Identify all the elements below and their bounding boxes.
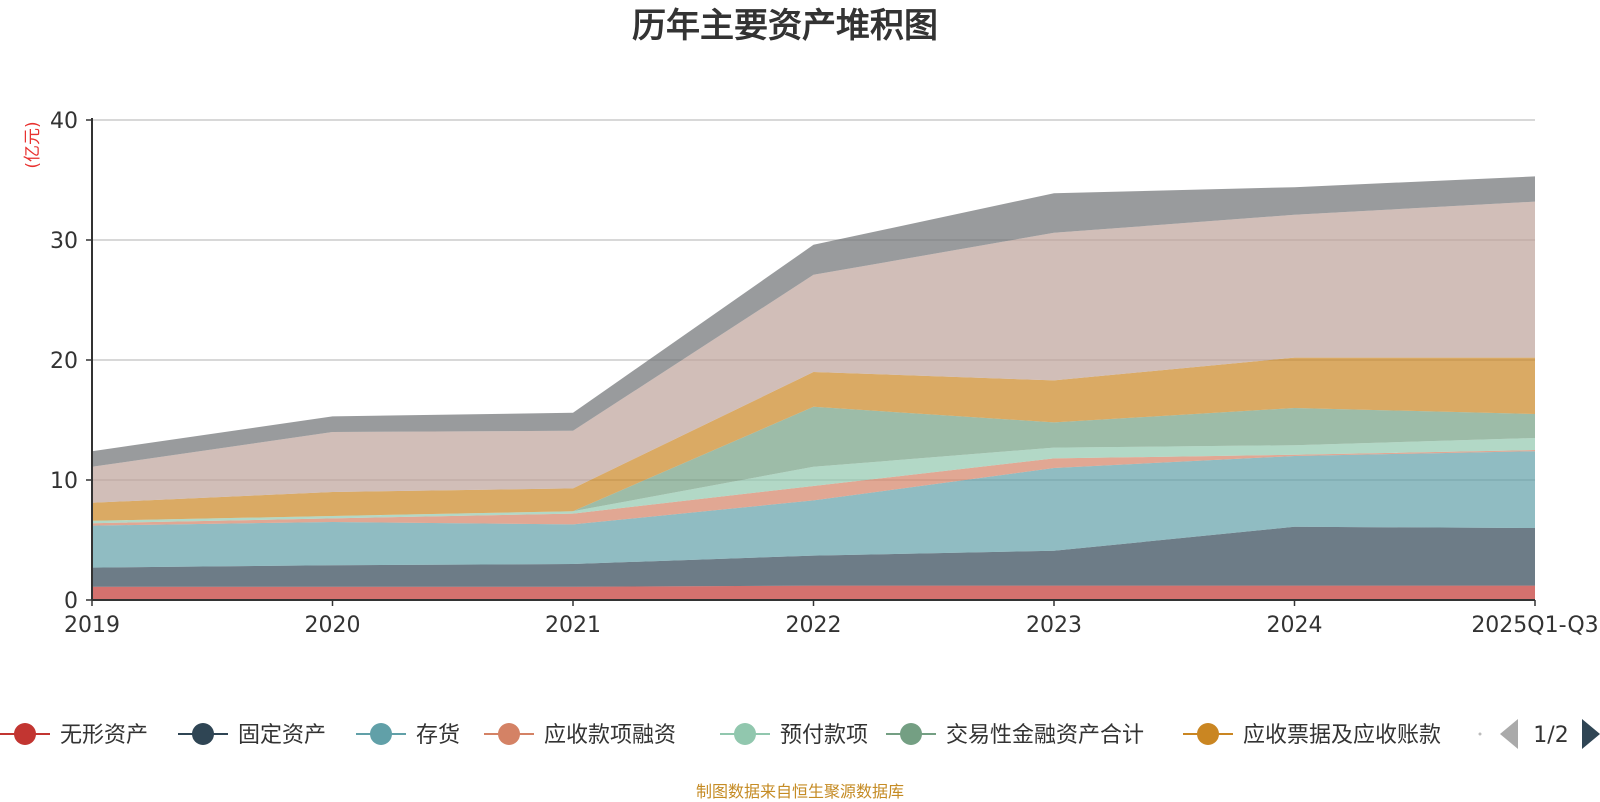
x-tick-label: 2019: [64, 613, 120, 638]
legend-overflow-dot: [1478, 732, 1482, 736]
area-series-8[interactable]: [92, 176, 1535, 467]
legend-item[interactable]: 应收款项融资: [484, 723, 676, 748]
y-tick-label: 0: [64, 589, 78, 614]
legend-item[interactable]: 应收票据及应收账款: [1183, 723, 1441, 748]
legend-label: 存货: [416, 723, 460, 748]
area-series-5[interactable]: [92, 406, 1535, 521]
legend-marker-icon: [14, 723, 36, 745]
legend-marker-icon: [192, 723, 214, 745]
legend-item[interactable]: 预付款项: [720, 723, 868, 748]
legend-item[interactable]: 存货: [356, 723, 460, 748]
x-tick-label: 2020: [305, 613, 361, 638]
x-tick-label: 2022: [786, 613, 842, 638]
legend-pager: 1/2: [1500, 719, 1600, 749]
area-series-6[interactable]: [92, 357, 1535, 521]
legend-next-arrow-icon[interactable]: [1582, 719, 1600, 749]
area-series: [92, 176, 1535, 600]
y-tick-label: 40: [50, 109, 78, 134]
legend-label: 固定资产: [238, 723, 326, 748]
legend-marker-icon: [734, 723, 756, 745]
legend-label: 交易性金融资产合计: [946, 723, 1144, 748]
legend-label: 无形资产: [60, 723, 148, 748]
legend-prev-arrow-icon[interactable]: [1500, 719, 1518, 749]
area-series-2[interactable]: [92, 451, 1535, 568]
legend-item[interactable]: 固定资产: [178, 723, 326, 748]
legend-label: 应收票据及应收账款: [1243, 723, 1441, 748]
legend-marker-icon: [370, 723, 392, 745]
legend-marker-icon: [900, 723, 922, 745]
x-tick-label: 2025Q1-Q3: [1471, 613, 1598, 638]
chart-title: 历年主要资产堆积图: [632, 6, 938, 46]
y-axis-label: (亿元): [23, 121, 43, 168]
y-tick-label: 20: [50, 349, 78, 374]
legend-item[interactable]: 无形资产: [0, 723, 148, 748]
area-series-3[interactable]: [92, 450, 1535, 526]
area-series-1[interactable]: [92, 526, 1535, 587]
axes: 0 10 20 30 40 2019 2020 2021 2022 2023 2024 2025Q1-…: [50, 109, 1599, 638]
legend-label: 应收款项融资: [544, 723, 676, 748]
x-tick-label: 2021: [545, 613, 601, 638]
y-tick-label: 10: [50, 469, 78, 494]
legend-label: 预付款项: [780, 723, 868, 748]
legend-page-indicator: 1/2: [1533, 723, 1568, 748]
area-series-4[interactable]: [92, 438, 1535, 524]
legend[interactable]: 无形资产 固定资产 存货 应收款项融资 预付款项 交易性金融资产合计 应收票据及应收账款: [0, 723, 1482, 748]
legend-item[interactable]: 交易性金融资产合计: [886, 723, 1144, 748]
area-series-0[interactable]: [92, 585, 1535, 600]
x-tick-label: 2024: [1267, 613, 1323, 638]
y-tick-label: 30: [50, 229, 78, 254]
data-source-note: 制图数据来自恒生聚源数据库: [695, 782, 904, 801]
area-series-7[interactable]: [92, 201, 1535, 503]
legend-marker-icon: [1197, 723, 1219, 745]
legend-marker-icon: [498, 723, 520, 745]
x-tick-label: 2023: [1026, 613, 1082, 638]
